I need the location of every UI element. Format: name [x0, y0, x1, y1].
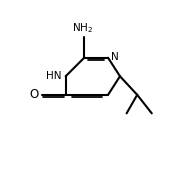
Text: NH$_2$: NH$_2$ — [72, 21, 93, 35]
Text: O: O — [29, 88, 38, 101]
Text: HN: HN — [46, 71, 62, 81]
Text: N: N — [111, 52, 119, 62]
